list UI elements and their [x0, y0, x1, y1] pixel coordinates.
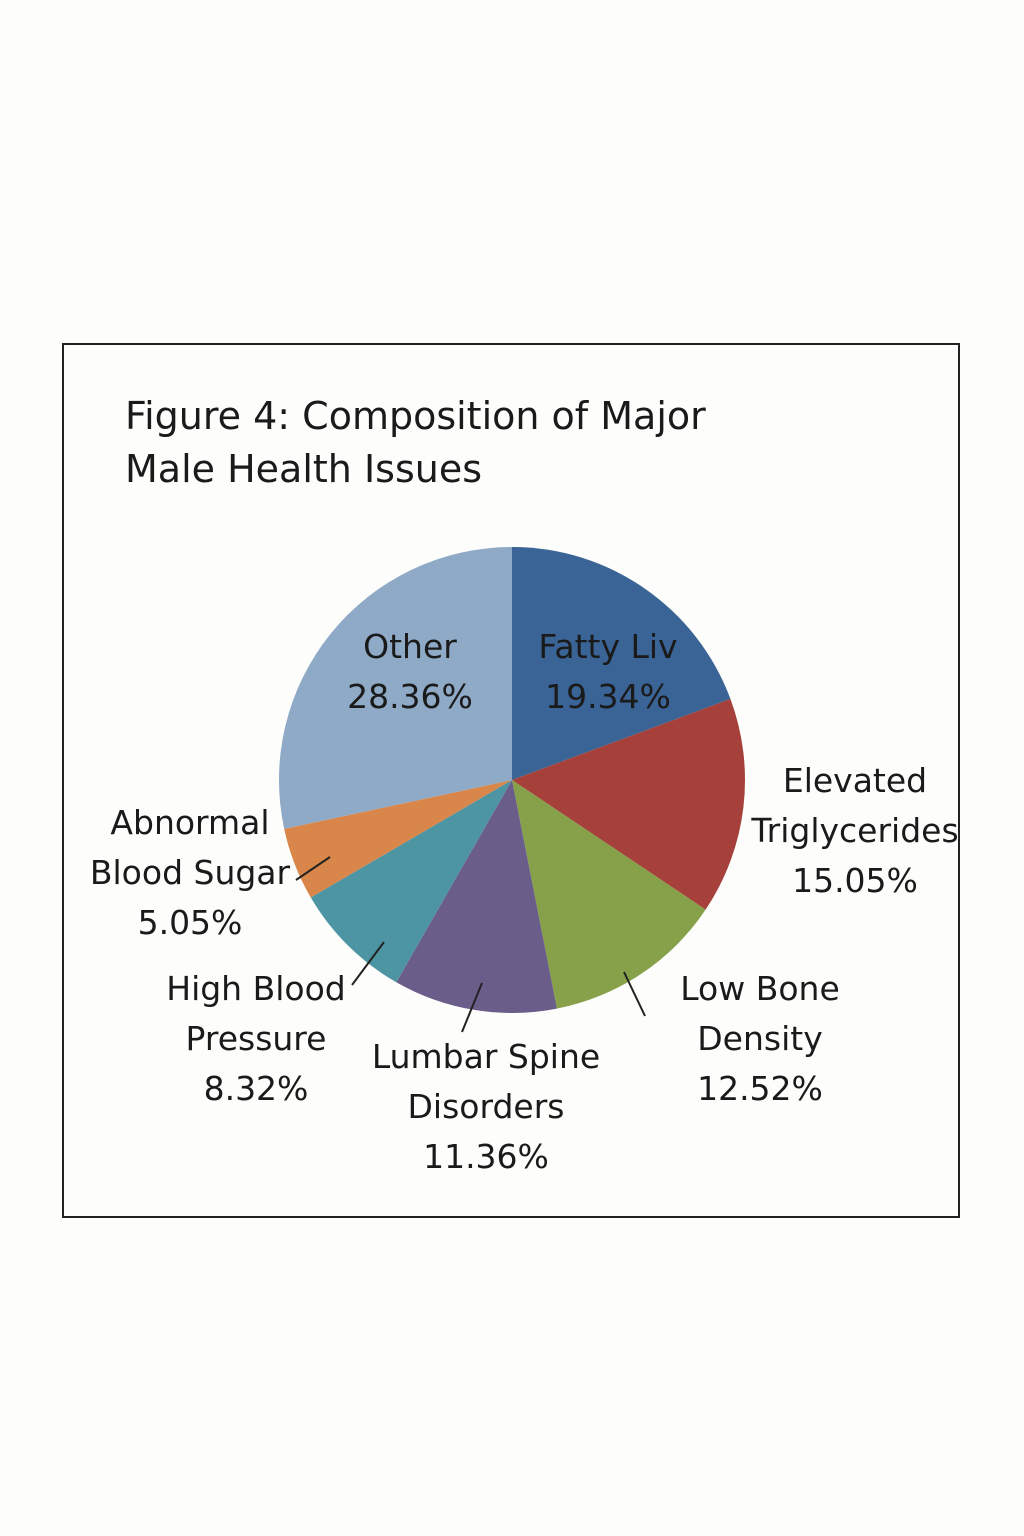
pie-slice: [512, 698, 745, 910]
category-label: High Blood Pressure: [166, 969, 346, 1058]
value-label: 15.05%: [792, 861, 918, 900]
category-label: Fatty Liv: [538, 627, 678, 666]
value-label: 19.34%: [545, 677, 671, 716]
slice-label: Lumbar Spine Disorders 11.36%: [356, 1032, 616, 1182]
value-label: 8.32%: [203, 1069, 309, 1108]
category-label: Low Bone Density: [680, 969, 840, 1058]
leader-line: [623, 971, 646, 1017]
slice-label: Low Bone Density 12.52%: [660, 964, 860, 1114]
leader-line: [351, 941, 385, 986]
category-label: Elevated Triglycerides: [751, 761, 959, 850]
leader-lines: [295, 856, 646, 1033]
slice-label: Fatty Liv 19.34%: [498, 622, 718, 722]
pie-slice: [284, 780, 512, 898]
value-label: 12.52%: [697, 1069, 823, 1108]
value-label: 11.36%: [423, 1137, 549, 1176]
chart-title: Figure 4: Composition of Major Male Heal…: [125, 394, 706, 491]
pie-slice: [279, 547, 512, 829]
slice-label: High Blood Pressure 8.32%: [151, 964, 361, 1114]
leader-line: [461, 982, 483, 1033]
pie-slice: [512, 547, 731, 780]
value-label: 5.05%: [137, 903, 243, 942]
category-label: Abnormal Blood Sugar: [89, 803, 291, 892]
pie-slice: [396, 780, 557, 1013]
value-label: 28.36%: [347, 677, 473, 716]
category-label: Other: [363, 627, 457, 666]
category-label: Lumbar Spine Disorders: [371, 1037, 601, 1126]
slice-label: Abnormal Blood Sugar 5.05%: [75, 798, 305, 948]
slice-label: Elevated Triglycerides 15.05%: [735, 756, 975, 906]
chart-frame: [62, 343, 960, 1218]
leader-line: [295, 856, 331, 881]
slice-label: Other 28.36%: [310, 622, 510, 722]
pie-slice: [512, 780, 706, 1009]
pie-slice: [310, 780, 512, 983]
